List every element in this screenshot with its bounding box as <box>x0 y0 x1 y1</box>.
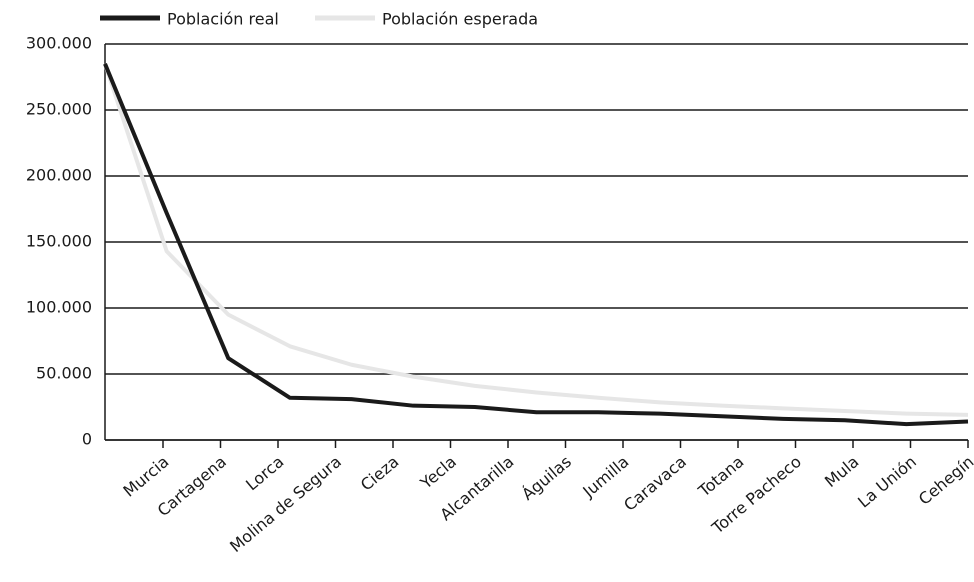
y-tick-label: 100.000 <box>26 298 92 317</box>
x-tick-label: Cehegín <box>915 452 974 509</box>
y-tick-label: 300.000 <box>26 34 92 53</box>
x-tick-label: Murcia <box>119 452 172 501</box>
y-tick-label: 150.000 <box>26 232 92 251</box>
y-tick-label: 50.000 <box>36 364 92 383</box>
x-tick-label: Totana <box>694 452 747 501</box>
x-tick-label: Lorca <box>242 452 287 494</box>
x-tick-label: Yecla <box>416 452 460 493</box>
y-tick-label: 0 <box>82 430 92 449</box>
x-tick-label: Jumilla <box>578 452 632 502</box>
legend-label: Población esperada <box>382 10 538 29</box>
x-tick-label: Águilas <box>518 452 575 504</box>
x-tick-label: La Unión <box>854 452 920 512</box>
x-tick-label: Mula <box>821 452 862 491</box>
y-tick-label: 200.000 <box>26 166 92 185</box>
x-tick-label: Caravaca <box>620 452 690 515</box>
y-tick-label: 250.000 <box>26 100 92 119</box>
series-line <box>103 63 969 427</box>
legend-label: Población real <box>167 10 279 29</box>
series-line <box>103 63 969 417</box>
x-tick-label: Cieza <box>357 452 403 495</box>
